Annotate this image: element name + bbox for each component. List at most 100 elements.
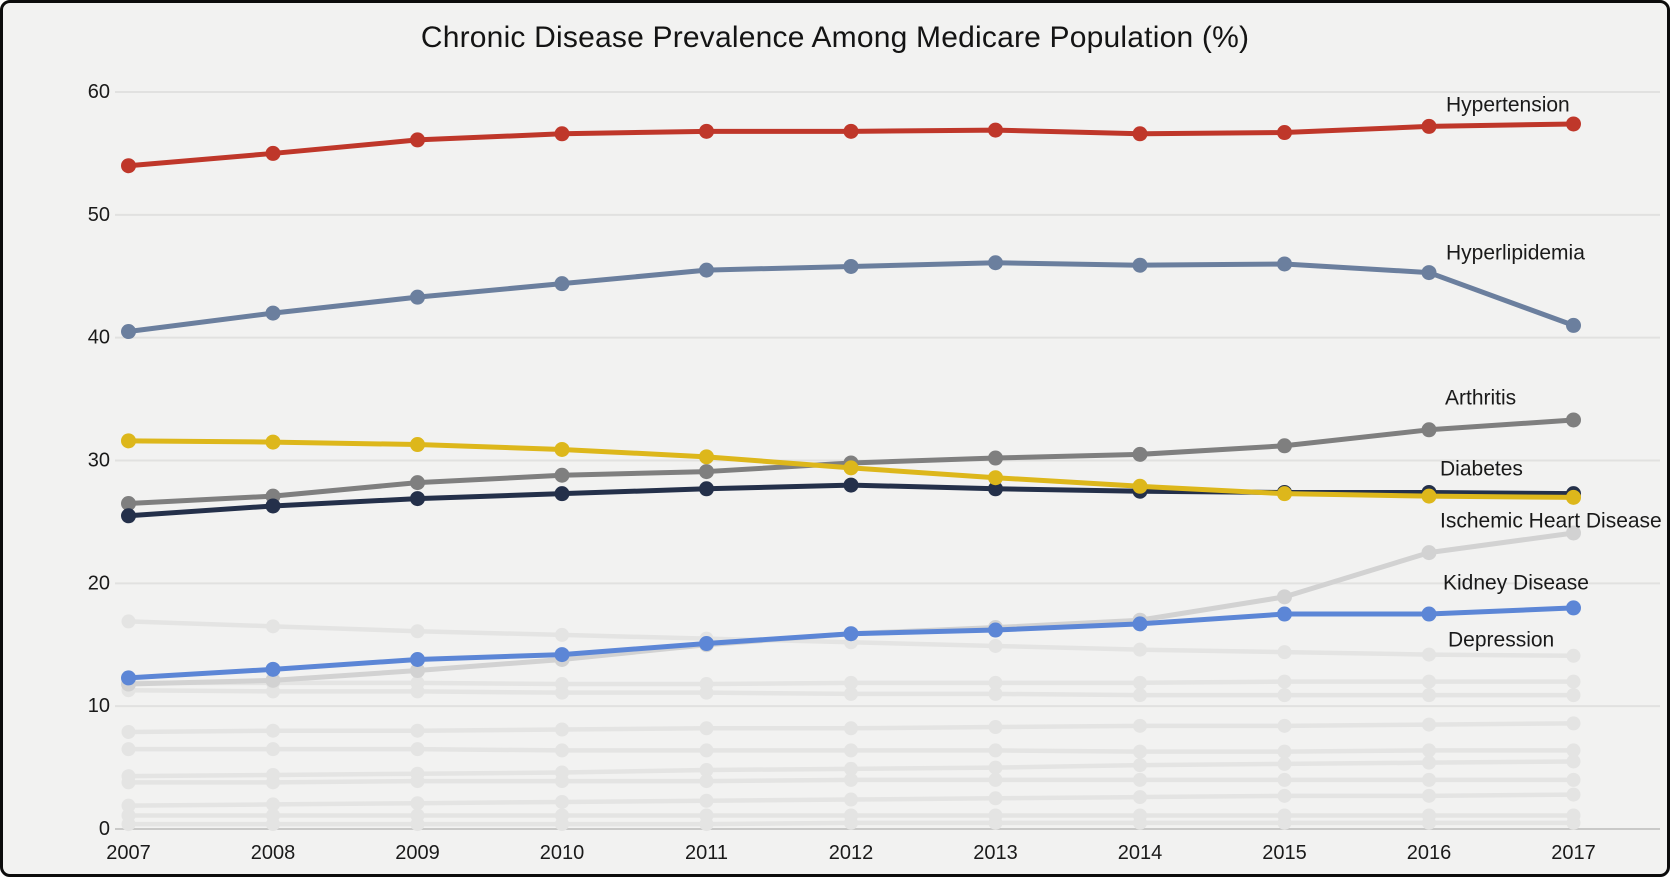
data-point-background-2 (844, 686, 858, 701)
y-tick-label: 50 (88, 204, 110, 226)
data-point-arthritis (410, 475, 425, 491)
data-point-depression (554, 647, 570, 663)
data-point-background-7 (266, 797, 280, 812)
data-point-depression (843, 626, 859, 642)
data-point-background-3 (1422, 717, 1436, 732)
data-point-background-0 (1277, 645, 1292, 660)
data-point-kidney-disease (265, 672, 281, 688)
data-point-ischemic-heart-disease (554, 441, 570, 457)
data-point-background-4 (266, 742, 280, 757)
x-tick-label: 2008 (251, 842, 296, 864)
data-point-background-4 (844, 743, 858, 758)
data-point-ischemic-heart-disease (699, 449, 714, 465)
data-point-depression (1566, 600, 1581, 616)
x-tick-label: 2012 (829, 842, 874, 864)
data-point-hyperlipidemia (121, 324, 136, 340)
data-point-hypertension (410, 132, 425, 148)
data-point-hyperlipidemia (1132, 257, 1148, 273)
y-tick-label: 60 (88, 81, 110, 103)
data-point-background-4 (699, 743, 714, 758)
data-point-background-6 (1422, 772, 1436, 787)
data-point-hypertension (699, 123, 714, 139)
x-tick-label: 2017 (1551, 842, 1596, 864)
data-point-background-0 (266, 619, 280, 634)
data-point-depression (1277, 606, 1292, 622)
data-point-hyperlipidemia (843, 258, 859, 274)
data-point-background-2 (1422, 688, 1436, 703)
x-tick-label: 2016 (1407, 842, 1452, 864)
data-point-background-6 (1277, 772, 1292, 787)
data-point-background-9 (988, 815, 1003, 830)
data-point-background-2 (1277, 688, 1292, 703)
data-point-hypertension (843, 123, 859, 139)
data-point-arthritis (121, 496, 136, 512)
data-point-background-5 (1422, 755, 1436, 770)
data-point-ischemic-heart-disease (843, 460, 859, 476)
data-point-background-7 (555, 794, 569, 809)
data-point-arthritis (699, 464, 714, 480)
data-point-background-3 (121, 724, 136, 739)
data-point-depression (1132, 616, 1148, 632)
data-point-hypertension (121, 158, 136, 174)
data-point-background-4 (1566, 743, 1581, 758)
data-point-hyperlipidemia (265, 305, 281, 321)
data-point-arthritis (1421, 422, 1437, 438)
data-point-background-6 (410, 774, 425, 789)
data-point-background-9 (266, 817, 280, 832)
data-point-ischemic-heart-disease (265, 434, 281, 450)
series-label-hyperlipidemia: Hyperlipidemia (1446, 242, 1585, 265)
x-tick-label: 2015 (1262, 842, 1307, 864)
data-point-background-1 (1566, 674, 1581, 689)
data-point-background-6 (266, 775, 280, 790)
data-point-hyperlipidemia (1421, 265, 1437, 281)
data-point-background-9 (121, 817, 136, 832)
series-line-kidney-disease (126, 530, 1576, 687)
data-point-background-2 (555, 685, 569, 700)
data-point-background-2 (699, 685, 714, 700)
data-point-diabetes (554, 486, 570, 502)
data-point-background-5 (988, 760, 1003, 775)
data-point-kidney-disease (1566, 525, 1581, 541)
data-point-background-1 (1277, 674, 1292, 689)
data-point-background-3 (555, 722, 569, 737)
data-point-kidney-disease (410, 663, 425, 679)
data-point-ischemic-heart-disease (1421, 488, 1437, 504)
data-point-background-5 (1566, 754, 1581, 769)
data-point-background-5 (1133, 758, 1147, 773)
data-point-background-0 (988, 638, 1003, 653)
data-point-hypertension (988, 122, 1003, 138)
data-point-background-7 (1277, 788, 1292, 803)
data-point-depression (410, 651, 425, 667)
data-point-background-2 (410, 684, 425, 699)
data-point-background-9 (1422, 815, 1436, 830)
data-point-hyperlipidemia (1277, 256, 1292, 272)
data-point-background-4 (1277, 744, 1292, 759)
data-point-depression (1421, 606, 1437, 622)
data-point-diabetes (988, 481, 1003, 497)
data-point-background-2 (266, 684, 280, 699)
data-point-diabetes (410, 491, 425, 507)
data-point-background-9 (1566, 815, 1581, 830)
data-point-arthritis (1132, 446, 1148, 462)
data-point-ischemic-heart-disease (410, 437, 425, 453)
data-point-diabetes (843, 477, 859, 493)
data-point-ischemic-heart-disease (1566, 489, 1581, 505)
data-point-hyperlipidemia (988, 255, 1003, 271)
data-point-background-6 (1566, 772, 1581, 787)
data-point-background-7 (1133, 790, 1147, 805)
data-point-diabetes (699, 481, 714, 497)
data-point-diabetes (121, 508, 136, 524)
data-point-diabetes (265, 498, 281, 514)
data-point-background-0 (1133, 642, 1147, 657)
data-point-background-0 (1566, 648, 1581, 663)
data-point-arthritis (1277, 438, 1292, 454)
data-point-background-5 (844, 761, 858, 776)
data-point-background-1 (988, 675, 1003, 690)
data-point-background-0 (1422, 647, 1436, 662)
data-point-background-3 (266, 723, 280, 738)
data-point-background-3 (1277, 718, 1292, 733)
data-point-background-0 (410, 624, 425, 639)
data-point-background-0 (121, 614, 136, 629)
data-point-background-1 (1422, 674, 1436, 689)
data-point-background-3 (1566, 716, 1581, 731)
